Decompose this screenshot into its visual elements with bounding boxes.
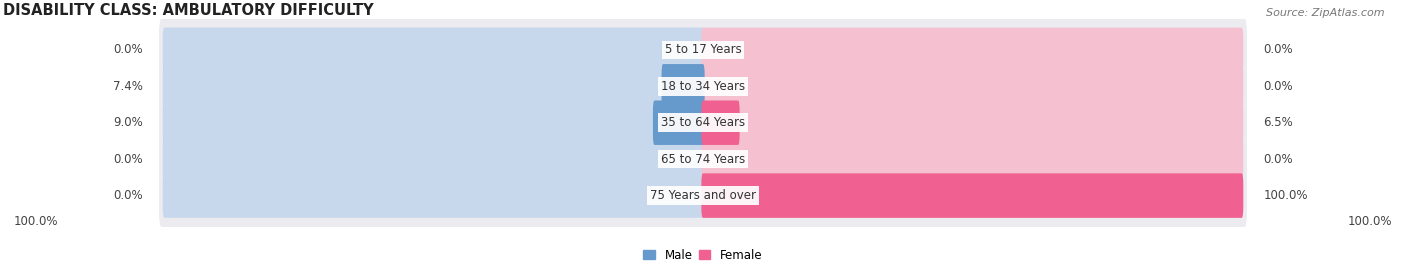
FancyBboxPatch shape	[702, 28, 1243, 72]
Text: 5 to 17 Years: 5 to 17 Years	[665, 43, 741, 56]
FancyBboxPatch shape	[159, 91, 1247, 154]
Text: 0.0%: 0.0%	[1263, 80, 1292, 93]
FancyBboxPatch shape	[652, 101, 704, 145]
Text: 65 to 74 Years: 65 to 74 Years	[661, 153, 745, 166]
Text: 100.0%: 100.0%	[1348, 215, 1392, 228]
FancyBboxPatch shape	[163, 28, 704, 72]
FancyBboxPatch shape	[702, 64, 1243, 108]
Text: 0.0%: 0.0%	[1263, 43, 1292, 56]
FancyBboxPatch shape	[159, 18, 1247, 82]
Text: 100.0%: 100.0%	[14, 215, 58, 228]
Text: 35 to 64 Years: 35 to 64 Years	[661, 116, 745, 129]
FancyBboxPatch shape	[163, 64, 704, 108]
FancyBboxPatch shape	[702, 173, 1243, 218]
Text: DISABILITY CLASS: AMBULATORY DIFFICULTY: DISABILITY CLASS: AMBULATORY DIFFICULTY	[3, 3, 374, 18]
Text: 6.5%: 6.5%	[1263, 116, 1294, 129]
FancyBboxPatch shape	[159, 128, 1247, 191]
Text: 0.0%: 0.0%	[114, 189, 143, 202]
Text: 0.0%: 0.0%	[1263, 153, 1292, 166]
FancyBboxPatch shape	[163, 173, 704, 218]
FancyBboxPatch shape	[163, 101, 704, 145]
Legend: Male, Female: Male, Female	[638, 244, 768, 266]
Text: 18 to 34 Years: 18 to 34 Years	[661, 80, 745, 93]
Text: 0.0%: 0.0%	[114, 43, 143, 56]
FancyBboxPatch shape	[702, 101, 740, 145]
FancyBboxPatch shape	[702, 101, 1243, 145]
Text: 9.0%: 9.0%	[112, 116, 143, 129]
FancyBboxPatch shape	[702, 173, 1243, 218]
FancyBboxPatch shape	[702, 137, 1243, 181]
Text: 7.4%: 7.4%	[112, 80, 143, 93]
FancyBboxPatch shape	[163, 137, 704, 181]
Text: 0.0%: 0.0%	[114, 153, 143, 166]
Text: 100.0%: 100.0%	[1263, 189, 1308, 202]
FancyBboxPatch shape	[159, 164, 1247, 227]
FancyBboxPatch shape	[159, 55, 1247, 118]
Text: Source: ZipAtlas.com: Source: ZipAtlas.com	[1267, 8, 1385, 18]
Text: 75 Years and over: 75 Years and over	[650, 189, 756, 202]
FancyBboxPatch shape	[662, 64, 704, 108]
